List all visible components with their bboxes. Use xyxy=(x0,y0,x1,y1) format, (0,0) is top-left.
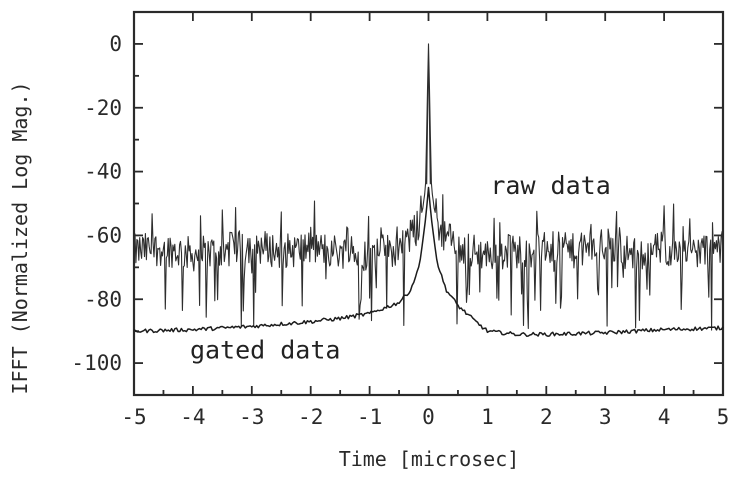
x-tick-label: -3 xyxy=(239,405,264,429)
axis-ticks xyxy=(133,12,724,395)
y-tick-label: -100 xyxy=(71,351,122,375)
x-tick-label: -1 xyxy=(357,405,382,429)
x-tick-label: 1 xyxy=(481,405,494,429)
x-tick-label: 0 xyxy=(422,405,435,429)
y-tick-label: -20 xyxy=(84,96,122,120)
y-tick-label: -60 xyxy=(84,223,122,247)
series-group xyxy=(133,43,724,337)
y-tick-label: 0 xyxy=(109,32,122,56)
x-tick-label: 3 xyxy=(599,405,612,429)
tick-labels: -5 -4 -3 -2 -1 0 1 2 3 4 5 0 -20 -40 -60 -80 -100 raw dat… xyxy=(71,32,729,429)
x-tick-label: 5 xyxy=(717,405,730,429)
x-tick-label: -5 xyxy=(121,405,146,429)
x-tick-label: 2 xyxy=(540,405,553,429)
series-gated-data xyxy=(133,186,724,337)
annotation-label: gated data xyxy=(190,335,341,364)
x-tick-label: 4 xyxy=(658,405,671,429)
y-axis-label: IFFT (Normalized Log Mag.) xyxy=(8,81,32,394)
x-tick-label: -4 xyxy=(180,405,205,429)
y-tick-label: -80 xyxy=(84,287,122,311)
annotation-label: raw data xyxy=(490,171,610,200)
y-tick-label: -40 xyxy=(84,160,122,184)
x-axis-label: Time [microsec] xyxy=(339,447,520,471)
x-tick-label: -2 xyxy=(298,405,323,429)
series-raw-data xyxy=(133,43,724,331)
